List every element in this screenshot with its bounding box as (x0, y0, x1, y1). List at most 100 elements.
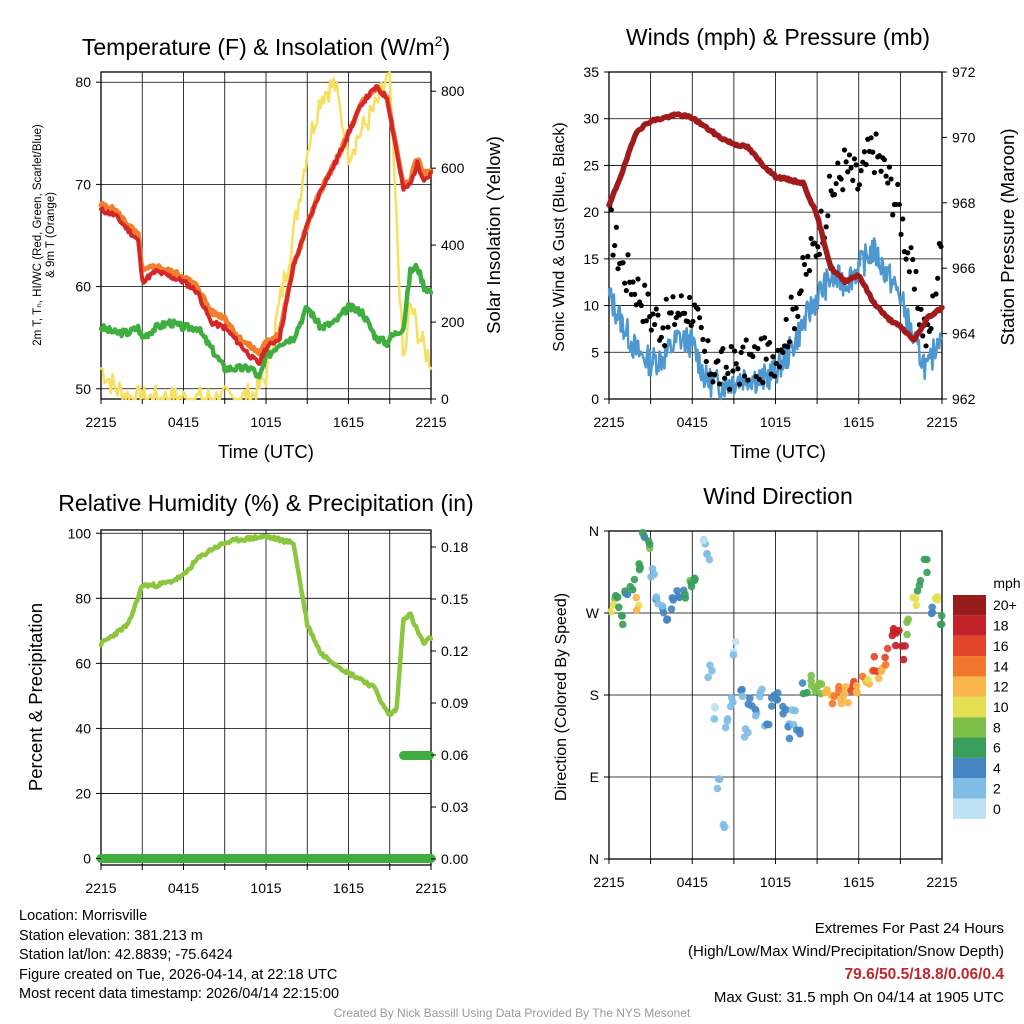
humidity-y2-tick-label: 0.09 (441, 695, 468, 711)
gust-point (780, 349, 786, 355)
temperature-x-tick-label: 2215 (415, 414, 446, 430)
gust-point (773, 360, 779, 367)
direction-point (738, 692, 747, 701)
gust-point (622, 280, 628, 286)
humidity-y-tick-label: 60 (75, 655, 91, 671)
temperature-y2-label: Solar Insolation (Yellow) (483, 136, 504, 334)
gust-point (663, 296, 669, 302)
gust-point (933, 291, 939, 297)
direction-point (874, 674, 883, 683)
legend-swatch (953, 778, 986, 799)
direction-point (883, 644, 892, 653)
gust-point (786, 339, 793, 345)
gust-point (720, 346, 726, 352)
gust-point (793, 305, 799, 311)
gust-point (928, 325, 934, 332)
direction-point (614, 603, 623, 612)
direction-point (613, 593, 622, 602)
direction-point (892, 629, 901, 637)
gust-point (900, 216, 906, 222)
gust-point (851, 156, 858, 162)
humidity-y2-ticks: 0.00 0.03 0.06 0.09 0.12 0.15 0.18 (431, 539, 468, 867)
gust-point (763, 356, 769, 362)
direction-point (630, 575, 639, 584)
direction-point (923, 568, 931, 577)
legend-swatch (953, 696, 986, 718)
direction-point (909, 593, 917, 602)
extremes-subtitle: (High/Low/Max Wind/Precipitation/Snow De… (688, 943, 1004, 960)
legend-swatch (953, 635, 986, 657)
temperature-2m-line (99, 84, 433, 366)
gust-point (938, 243, 944, 250)
gust-point (716, 381, 723, 387)
gust-point (630, 279, 636, 285)
gust-point (776, 364, 783, 370)
gust-point (728, 344, 734, 350)
gust-point (643, 318, 649, 324)
gust-point (911, 286, 917, 292)
direction-point (623, 590, 632, 599)
direction-point (830, 692, 839, 700)
gust-point (645, 291, 651, 297)
direction-point (687, 582, 696, 591)
wind-y-tick-label: 20 (583, 204, 599, 220)
gust-point (898, 231, 904, 237)
direction-point (751, 712, 760, 720)
speed-color-legend: mph 0 2 4 6 8 10 12 14 16 18 20+ (953, 575, 1021, 819)
wind-title: Winds (mph) & Pressure (mb) (626, 24, 930, 50)
direction-x-tick-label: 1615 (843, 874, 874, 890)
direction-point (767, 702, 776, 710)
gust-point (745, 377, 751, 383)
gust-point (846, 152, 853, 158)
gust-point (703, 358, 709, 365)
gust-point (642, 282, 648, 288)
direction-point (807, 671, 815, 680)
gust-point (695, 306, 701, 312)
gust-point (858, 168, 864, 174)
gust-point (698, 324, 704, 331)
gust-point (883, 173, 889, 179)
gust-point (766, 340, 773, 346)
humidity-x-tick-label: 1015 (250, 880, 281, 896)
direction-point (658, 602, 667, 610)
gust-point (798, 288, 804, 294)
temperature-series (98, 71, 434, 401)
gust-point (825, 213, 831, 219)
legend-label: 18 (993, 618, 1009, 634)
direction-point (864, 676, 872, 684)
direction-point (737, 686, 745, 695)
wind-y-ticks: 0 5 10 15 20 25 30 35 (583, 64, 609, 407)
gust-point (885, 180, 891, 186)
direction-point (618, 620, 627, 629)
gust-point (648, 327, 654, 333)
temperature-x-ticks: 2215 0415 1015 1615 2215 (85, 399, 447, 430)
direction-point (681, 590, 689, 599)
gust-point (785, 344, 791, 350)
direction-x-tick-label: 2215 (926, 874, 957, 890)
direction-point (834, 686, 843, 695)
direction-point (628, 585, 637, 594)
gust-point (756, 376, 763, 383)
gust-point (690, 318, 696, 325)
humidity-y-tick-label: 20 (75, 785, 91, 801)
temperature-y2-tick-label: 200 (441, 314, 465, 330)
gust-point (615, 266, 621, 272)
direction-point (746, 694, 754, 703)
direction-point (897, 642, 906, 650)
humidity-y2-tick-label: 0.18 (441, 539, 468, 555)
temperature-y-label-line1: 2m T, Tₙ, HI/WC (Red, Green, Scarlet/Blu… (32, 124, 44, 346)
temperature-y-tick-label: 50 (75, 381, 91, 397)
direction-point (937, 611, 946, 620)
legend-swatch (953, 737, 986, 758)
legend-swatch (953, 757, 986, 779)
gust-point (783, 316, 789, 323)
direction-point (881, 661, 890, 669)
direction-point (648, 565, 657, 573)
direction-point (772, 696, 781, 704)
temperature-y2-tick-label: 800 (441, 83, 465, 99)
gust-point (771, 373, 778, 379)
legend-swatch (953, 798, 986, 819)
direction-point (798, 679, 807, 687)
wind-y-tick-label: 0 (591, 391, 599, 407)
